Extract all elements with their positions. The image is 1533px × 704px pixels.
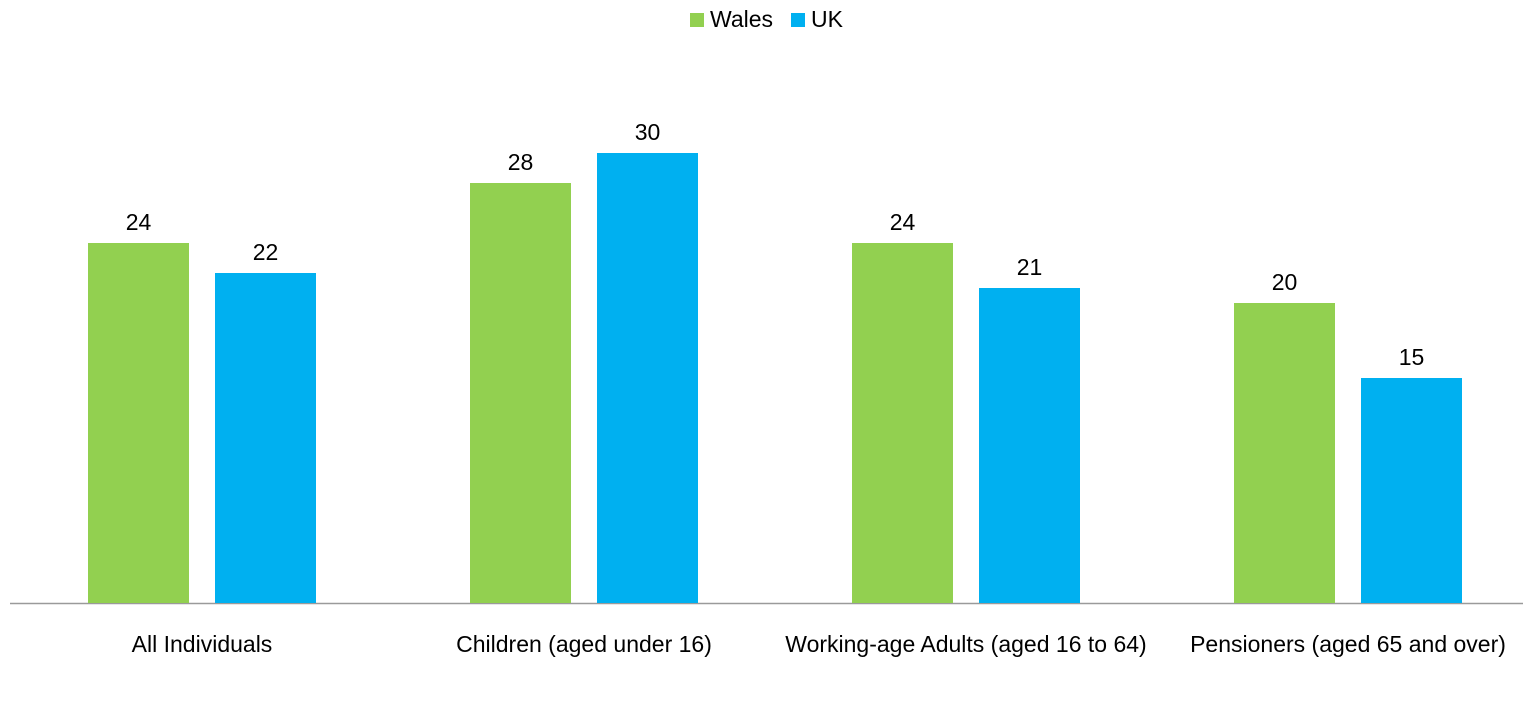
legend-label-wales: Wales	[709, 6, 774, 32]
category-label-working-age-adults: Working-age Adults (aged 16 to 64)	[785, 631, 1147, 657]
data-label-uk-2: 21	[1017, 254, 1043, 280]
category-label-pensioners: Pensioners (aged 65 and over)	[1190, 631, 1506, 657]
data-label-wales-0: 24	[126, 209, 152, 235]
bar-uk-2	[979, 288, 1080, 603]
bar-wales-0	[88, 243, 189, 603]
data-label-wales-3: 20	[1272, 269, 1298, 295]
bar-wales-1	[470, 183, 571, 603]
data-label-wales-2: 24	[890, 209, 916, 235]
bar-wales-3	[1234, 303, 1335, 603]
bar-wales-2	[852, 243, 953, 603]
bar-uk-1	[597, 153, 698, 603]
category-label-all-individuals: All Individuals	[131, 631, 273, 657]
data-label-uk-0: 22	[253, 239, 279, 265]
legend-label-uk: UK	[811, 6, 843, 32]
legend: Wales UK	[0, 6, 1533, 33]
category-label-children: Children (aged under 16)	[456, 631, 712, 657]
legend-item-uk: UK	[791, 6, 843, 33]
legend-item-wales: Wales	[689, 6, 774, 33]
legend-swatch-wales	[689, 12, 704, 27]
legend-swatch-uk	[791, 12, 806, 27]
data-label-uk-1: 30	[635, 119, 661, 145]
bar-uk-3	[1361, 378, 1462, 603]
data-label-wales-1: 28	[508, 149, 534, 175]
bar-uk-0	[215, 273, 316, 603]
data-label-uk-3: 15	[1399, 344, 1425, 370]
